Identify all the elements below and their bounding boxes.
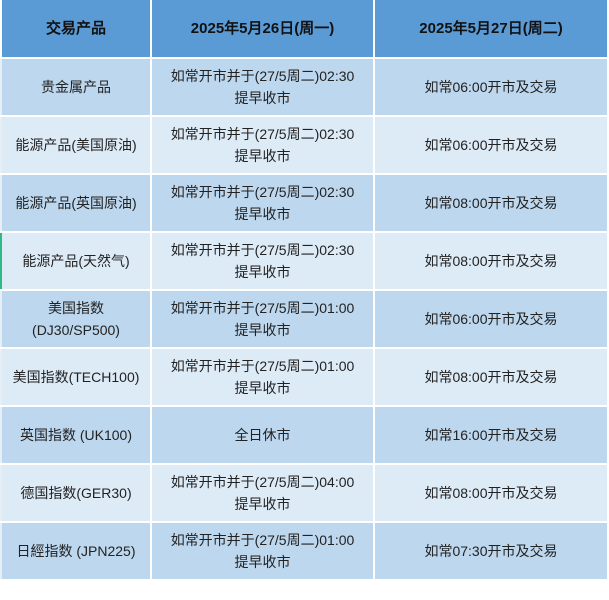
table-row: 美国指数(TECH100) 如常开市并于(27/5周二)01:00 提早收市 如常08…	[0, 347, 609, 407]
monday-text: 提早收市	[234, 496, 291, 512]
header-monday: 2025年5月26日(周一)	[150, 0, 375, 59]
product-name: 能源产品(美国原油)	[15, 137, 137, 153]
monday-text: 如常开市并于(27/5周二)02:30	[170, 242, 355, 258]
tuesday-cell: 如常08:00开市及交易	[373, 347, 609, 407]
monday-cell: 如常开市并于(27/5周二)01:00 提早收市	[150, 347, 375, 407]
monday-cell: 全日休市	[150, 405, 375, 465]
table-row: 贵金属产品 如常开市并于(27/5周二)02:30 提早收市 如常06:00开市及交易	[0, 57, 609, 117]
monday-text: 全日休市	[234, 427, 291, 443]
monday-text: 提早收市	[234, 380, 291, 396]
product-name: 美国指数	[48, 300, 104, 316]
product-name: 日經指数 (JPN225)	[16, 543, 136, 559]
monday-text: 如常开市并于(27/5周二)04:00	[170, 474, 355, 490]
product-name: 能源产品(英国原油)	[15, 195, 137, 211]
product-cell: 能源产品(天然气)	[0, 231, 152, 291]
product-name: 贵金属产品	[41, 79, 111, 95]
table-row: 能源产品(美国原油) 如常开市并于(27/5周二)02:30 提早收市 如常06:00…	[0, 115, 609, 175]
tuesday-cell: 如常06:00开市及交易	[373, 289, 609, 349]
table-row: 美国指数 (DJ30/SP500) 如常开市并于(27/5周二)01:00 提早收市如…	[0, 289, 609, 349]
product-name: 美国指数(TECH100)	[12, 369, 140, 385]
product-cell: 英国指数 (UK100)	[0, 405, 152, 465]
product-cell: 德国指数(GER30)	[0, 463, 152, 523]
table-row: 日經指数 (JPN225) 如常开市并于(27/5周二)01:00 提早收市 如常07…	[0, 521, 609, 581]
table-row: 能源产品(英国原油) 如常开市并于(27/5周二)02:30 提早收市 如常08:00…	[0, 173, 609, 233]
product-name: (DJ30/SP500)	[32, 322, 120, 338]
monday-cell: 如常开市并于(27/5周二)02:30 提早收市	[150, 173, 375, 233]
monday-text: 如常开市并于(27/5周二)02:30	[170, 126, 355, 142]
monday-cell: 如常开市并于(27/5周二)02:30 提早收市	[150, 115, 375, 175]
product-name: 能源产品(天然气)	[22, 253, 130, 269]
monday-cell: 如常开市并于(27/5周二)02:30 提早收市	[150, 231, 375, 291]
monday-text: 如常开市并于(27/5周二)01:00	[170, 358, 355, 374]
monday-text: 提早收市	[234, 90, 291, 106]
table-row: 德国指数(GER30) 如常开市并于(27/5周二)04:00 提早收市 如常08:0…	[0, 463, 609, 523]
monday-text: 如常开市并于(27/5周二)01:00	[170, 300, 355, 316]
monday-cell: 如常开市并于(27/5周二)01:00 提早收市	[150, 521, 375, 581]
product-name: 德国指数(GER30)	[20, 485, 132, 501]
product-cell: 能源产品(英国原油)	[0, 173, 152, 233]
tuesday-cell: 如常06:00开市及交易	[373, 57, 609, 117]
product-cell: 美国指数(TECH100)	[0, 347, 152, 407]
tuesday-cell: 如常16:00开市及交易	[373, 405, 609, 465]
monday-cell: 如常开市并于(27/5周二)02:30 提早收市	[150, 57, 375, 117]
header-row: 交易产品 2025年5月26日(周一) 2025年5月27日(周二)	[0, 0, 609, 59]
tuesday-cell: 如常08:00开市及交易	[373, 173, 609, 233]
monday-cell: 如常开市并于(27/5周二)04:00 提早收市	[150, 463, 375, 523]
header-tuesday: 2025年5月27日(周二)	[373, 0, 609, 59]
monday-text: 如常开市并于(27/5周二)01:00	[170, 532, 355, 548]
monday-text: 提早收市	[234, 554, 291, 570]
product-cell: 美国指数 (DJ30/SP500)	[0, 289, 152, 349]
product-cell: 贵金属产品	[0, 57, 152, 117]
trading-hours-table: 交易产品 2025年5月26日(周一) 2025年5月27日(周二) 贵金属产品…	[0, 0, 609, 581]
tuesday-cell: 如常06:00开市及交易	[373, 115, 609, 175]
monday-cell: 如常开市并于(27/5周二)01:00 提早收市	[150, 289, 375, 349]
header-product: 交易产品	[0, 0, 152, 59]
monday-text: 提早收市	[234, 264, 291, 280]
monday-text: 提早收市	[234, 322, 291, 338]
monday-text: 如常开市并于(27/5周二)02:30	[170, 184, 355, 200]
table-row: 英国指数 (UK100) 全日休市 如常16:00开市及交易	[0, 405, 609, 465]
monday-text: 提早收市	[234, 206, 291, 222]
product-cell: 日經指数 (JPN225)	[0, 521, 152, 581]
monday-text: 如常开市并于(27/5周二)02:30	[170, 68, 355, 84]
table-row: 能源产品(天然气) 如常开市并于(27/5周二)02:30 提早收市 如常08:00开…	[0, 231, 609, 291]
tuesday-cell: 如常08:00开市及交易	[373, 231, 609, 291]
tuesday-cell: 如常07:30开市及交易	[373, 521, 609, 581]
product-cell: 能源产品(美国原油)	[0, 115, 152, 175]
tuesday-cell: 如常08:00开市及交易	[373, 463, 609, 523]
product-name: 英国指数 (UK100)	[19, 427, 133, 443]
monday-text: 提早收市	[234, 148, 291, 164]
